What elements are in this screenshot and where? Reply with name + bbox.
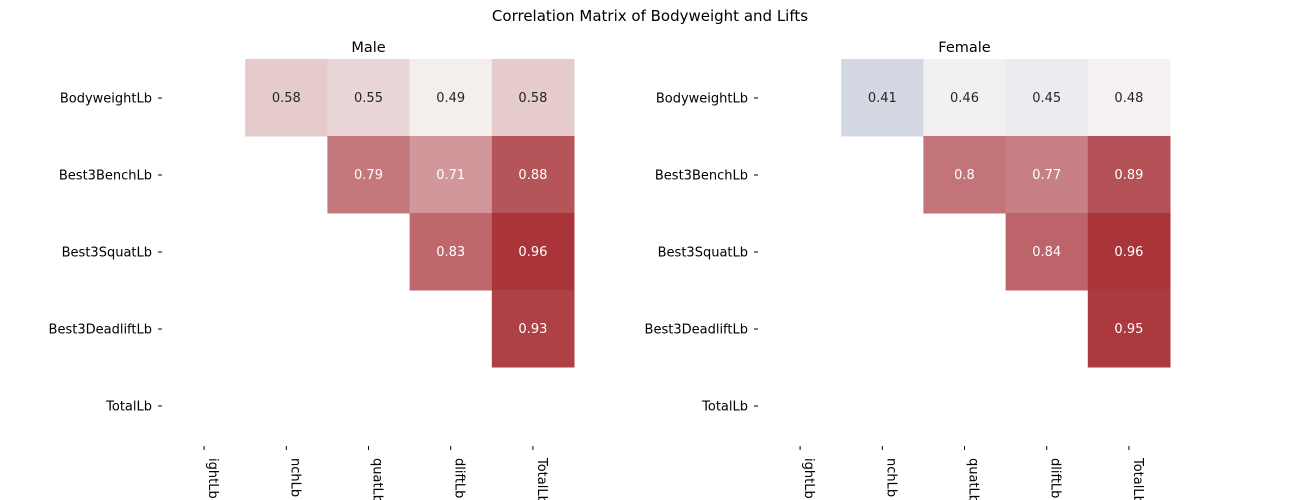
male-cell-label-0-1: 0.58 (272, 91, 301, 106)
female-cell-0-2 (923, 59, 1007, 137)
female-ytick-label-3: Best3DeadliftLb (645, 323, 748, 338)
male-cell-label-2-4: 0.96 (518, 245, 547, 260)
male-panel-title: Male (351, 40, 385, 56)
male-cell-label-1-2: 0.79 (354, 168, 383, 183)
female-cell-2-3 (1005, 213, 1089, 291)
female-cell-1-3 (1005, 136, 1089, 214)
female-cell-label-1-2: 0.8 (954, 168, 975, 183)
female-panel-title: Female (938, 40, 991, 56)
figure-title: Correlation Matrix of Bodyweight and Lif… (491, 7, 809, 25)
male-cell-label-0-2: 0.55 (354, 91, 383, 106)
male-xtick-label-3: dliftLb (452, 458, 467, 498)
male-ytick-label-1: Best3BenchLb (59, 169, 152, 184)
male-cell-label-1-3: 0.71 (436, 168, 465, 183)
male-xtick-label-4: TotalLb (534, 457, 549, 500)
male-cell-2-3 (409, 213, 493, 291)
female-ytick-label-0: BodyweightLb (656, 92, 748, 107)
female-cell-label-1-3: 0.77 (1032, 168, 1061, 183)
female-xtick-label-3: dliftLb (1048, 458, 1063, 498)
male-xtick-label-1: nchLb (287, 458, 302, 497)
female-cell-0-3 (1005, 59, 1089, 137)
male-cell-label-0-4: 0.58 (518, 91, 547, 106)
male-cell-1-2 (327, 136, 411, 214)
male-cell-label-1-4: 0.88 (518, 168, 547, 183)
female-xtick-label-1: nchLb (883, 458, 898, 497)
female-cell-label-0-1: 0.41 (868, 91, 897, 106)
female-cell-label-0-4: 0.48 (1114, 91, 1143, 106)
male-cell-0-3 (409, 59, 493, 137)
female-ytick-label-4: TotalLb (701, 400, 748, 415)
female-cell-1-4 (1087, 136, 1171, 214)
female-cell-label-1-4: 0.89 (1114, 168, 1143, 183)
male-cell-label-3-4: 0.93 (518, 322, 547, 337)
male-cell-3-4 (491, 290, 575, 368)
male-xtick-label-2: quatLb (370, 458, 385, 500)
male-xtick-label-0: ightLb (205, 458, 220, 499)
male-ytick-label-2: Best3SquatLb (62, 246, 152, 261)
female-cell-0-4 (1087, 59, 1171, 137)
male-ytick-label-4: TotalLb (105, 400, 152, 415)
female-cell-label-2-4: 0.96 (1114, 245, 1143, 260)
female-ytick-label-2: Best3SquatLb (658, 246, 748, 261)
female-xtick-label-0: ightLb (801, 458, 816, 499)
female-cell-label-2-3: 0.84 (1032, 245, 1061, 260)
female-cell-2-4 (1087, 213, 1171, 291)
male-cell-0-1 (245, 59, 328, 137)
male-cell-2-4 (491, 213, 575, 291)
female-cell-0-1 (841, 59, 924, 137)
male-ytick-label-3: Best3DeadliftLb (49, 323, 152, 338)
female-cell-label-3-4: 0.95 (1114, 322, 1143, 337)
female-cell-1-2 (923, 136, 1007, 214)
male-cell-label-0-3: 0.49 (436, 91, 465, 106)
female-xtick-label-2: quatLb (966, 458, 981, 500)
female-cell-label-0-2: 0.46 (950, 91, 979, 106)
female-xtick-label-4: TotalLb (1130, 457, 1145, 500)
male-cell-1-3 (409, 136, 493, 214)
male-cell-0-4 (491, 59, 575, 137)
male-cell-0-2 (327, 59, 411, 137)
female-cell-label-0-3: 0.45 (1032, 91, 1061, 106)
male-ytick-label-0: BodyweightLb (60, 92, 152, 107)
female-cell-3-4 (1087, 290, 1171, 368)
female-ytick-label-1: Best3BenchLb (655, 169, 748, 184)
male-cell-1-4 (491, 136, 575, 214)
male-cell-label-2-3: 0.83 (436, 245, 465, 260)
